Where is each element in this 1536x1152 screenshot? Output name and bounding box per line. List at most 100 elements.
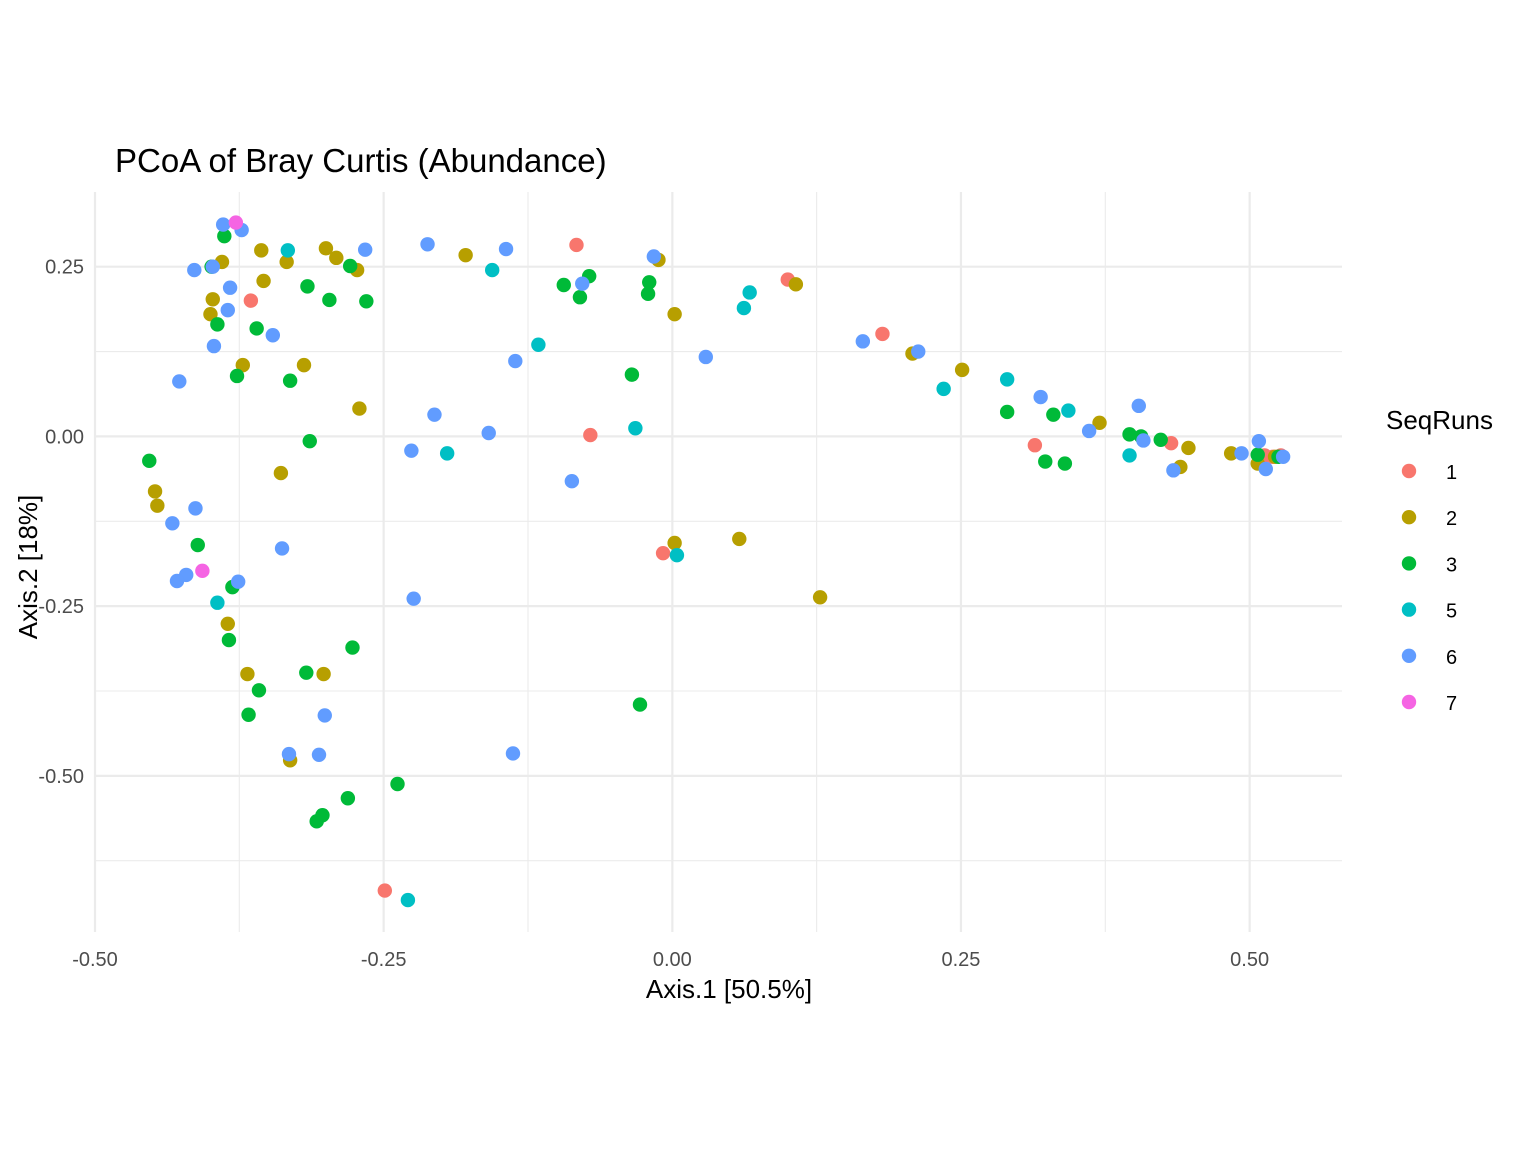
legend-key [1401,602,1417,617]
data-point [357,242,373,257]
data-point [564,474,580,489]
data-point [273,465,289,481]
y-tick-label: 0.00 [45,426,84,448]
x-tick-label: 0.00 [653,949,692,971]
data-point [1046,407,1061,422]
data-point [736,300,752,316]
data-point [229,368,245,384]
data-point [147,484,163,499]
data-point [302,433,317,449]
data-point [508,353,523,369]
data-point [235,357,250,373]
data-point [274,541,290,556]
data-point [484,262,500,278]
legend-item: 7 [1401,693,1457,715]
data-point [1166,463,1181,478]
legend-item: 3 [1401,554,1457,576]
data-point [311,747,327,763]
data-point [646,249,662,264]
data-point [1258,461,1273,477]
data-point [954,362,970,378]
data-point [169,573,185,589]
data-point [220,616,235,631]
data-point [352,401,367,416]
data-point [655,545,671,561]
data-point [911,344,926,359]
data-point [640,286,656,302]
data-point [624,367,640,382]
data-point [999,372,1015,387]
x-axis-tick-labels: -0.50 -0.25 0.00 0.25 0.50 [72,949,1269,971]
x-tick-label: 0.50 [1230,949,1269,971]
data-point [667,307,682,322]
data-point [1061,403,1076,418]
data-point [390,776,405,792]
data-point [249,321,264,336]
data-point [1027,438,1043,453]
y-axis-tick-labels: 0.25 0.00 -0.25 -0.50 [38,257,84,788]
legend-label: 7 [1446,693,1457,715]
x-tick-label: 0.25 [942,949,981,971]
data-point [1250,447,1265,462]
data-point [195,563,210,579]
x-tick-label: -0.50 [72,949,118,971]
data-point [1234,446,1249,461]
data-point [279,254,294,270]
data-point [458,247,473,263]
data-point [228,215,244,230]
data-point [569,237,584,253]
data-point [210,317,225,332]
legend-title: SeqRuns [1386,405,1493,435]
data-point [439,446,455,461]
series-2 [147,241,1283,768]
data-point [1081,423,1097,439]
data-point [254,243,269,258]
data-point [206,338,222,354]
data-point [329,250,344,266]
data-point [999,404,1015,420]
data-point [282,373,298,388]
data-point [1122,448,1137,463]
data-point [217,228,232,244]
data-point [281,746,297,762]
legend-label: 1 [1446,462,1457,484]
data-point [1251,433,1267,449]
data-point [359,294,374,309]
chart-title: PCoA of Bray Curtis (Abundance) [115,142,607,179]
data-point [187,262,202,278]
data-point [875,326,890,342]
series-3 [142,228,1286,829]
legend-label: 5 [1446,601,1457,623]
data-point [316,666,331,682]
data-point [1131,398,1146,414]
data-point [205,259,220,274]
data-point [698,349,713,365]
data-point [481,425,496,441]
data-point [342,258,358,274]
data-point [406,591,421,606]
data-point [172,374,187,389]
data-point [215,217,231,232]
series-7 [195,215,244,579]
x-axis-title: Axis.1 [50.5%] [646,974,812,1004]
data-point [221,632,237,648]
minor-gridlines [95,192,1342,932]
data-point [1122,427,1137,442]
data-point [251,683,267,698]
data-point [667,535,682,551]
data-point [1038,454,1053,469]
legend-key [1401,510,1417,525]
data-point [150,498,165,513]
legend-item: 2 [1401,508,1457,530]
y-tick-label: 0.25 [45,257,84,279]
data-point [1057,456,1073,471]
data-point [296,357,312,373]
series-6 [165,217,1291,763]
legend-item: 5 [1401,601,1457,623]
series-5 [210,243,1137,908]
data-point [190,537,205,553]
legend-key [1401,648,1417,663]
legend-label: 2 [1446,508,1457,530]
data-point [241,707,256,722]
legend-label: 3 [1446,554,1457,576]
